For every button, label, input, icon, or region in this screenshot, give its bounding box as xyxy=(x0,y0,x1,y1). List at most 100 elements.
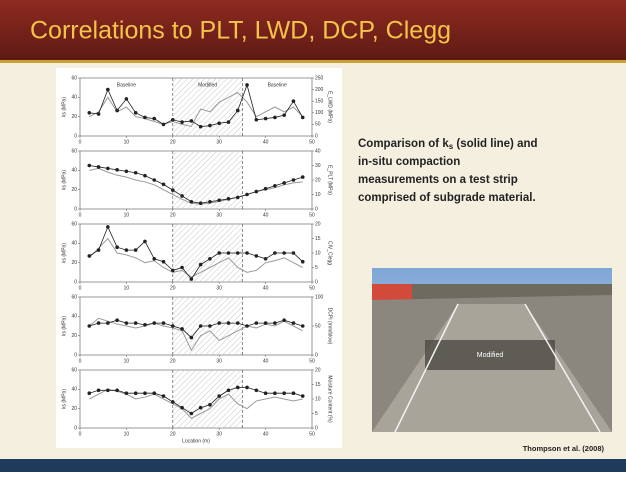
data-point xyxy=(133,248,138,252)
data-point xyxy=(124,97,129,101)
data-point xyxy=(189,335,194,340)
y-tick-label: 40 xyxy=(71,241,77,247)
y-axis-label: ks (MPa) xyxy=(61,170,67,190)
data-point xyxy=(124,169,129,174)
data-point xyxy=(180,194,184,198)
x-tick-label: 20 xyxy=(170,358,176,364)
y-tick-label: 40 xyxy=(71,387,77,393)
x-tick-label: 50 xyxy=(309,212,315,218)
y2-tick-label: 20 xyxy=(315,367,321,373)
data-point xyxy=(198,201,203,205)
y2-axis-label: E_PLT (MPa) xyxy=(327,165,333,195)
footer-bar xyxy=(0,459,626,472)
data-point xyxy=(115,108,119,113)
data-point xyxy=(263,116,268,121)
x-tick-label: 40 xyxy=(263,431,269,437)
y2-tick-label: 250 xyxy=(315,75,324,81)
data-point xyxy=(198,262,203,267)
y-tick-label: 20 xyxy=(71,187,77,193)
x-tick-label: 40 xyxy=(263,358,269,364)
data-point xyxy=(106,321,110,325)
y2-tick-label: 50 xyxy=(315,323,321,329)
data-point xyxy=(300,259,305,264)
data-point xyxy=(245,83,249,87)
x-tick-label: 10 xyxy=(124,139,130,145)
y-tick-label: 0 xyxy=(74,279,77,285)
y2-axis-label: Moisture Content (%) xyxy=(327,375,333,423)
data-point xyxy=(300,394,305,398)
y-axis-label: ks (MPa) xyxy=(61,97,67,117)
data-point xyxy=(189,119,194,123)
data-point xyxy=(273,251,277,255)
x-tick-label: 50 xyxy=(309,139,315,145)
data-point xyxy=(217,321,221,325)
region-label: Baseline xyxy=(117,82,136,88)
y-tick-label: 60 xyxy=(71,294,77,300)
y2-tick-label: 100 xyxy=(315,110,324,116)
data-point xyxy=(106,87,110,92)
y2-tick-label: 10 xyxy=(315,250,321,256)
data-point xyxy=(226,197,231,201)
data-point xyxy=(96,388,101,393)
y2-axis-label: DCPI (mm/blow) xyxy=(327,308,333,345)
data-point xyxy=(208,123,212,128)
data-point xyxy=(152,321,157,325)
x-tick-label: 0 xyxy=(79,431,82,437)
data-point xyxy=(180,265,184,270)
data-point xyxy=(189,277,194,281)
data-point xyxy=(254,254,259,258)
x-tick-label: 20 xyxy=(170,139,176,145)
data-point xyxy=(115,318,119,323)
data-point xyxy=(263,391,268,396)
data-point xyxy=(273,321,277,325)
data-point xyxy=(143,173,147,178)
y-axis-label: ks (MPa) xyxy=(61,389,67,409)
series-line xyxy=(89,91,304,127)
data-point xyxy=(217,394,221,398)
y2-tick-label: 15 xyxy=(315,382,321,388)
data-point xyxy=(282,113,286,117)
data-point xyxy=(254,321,259,325)
y-axis-label: ks (MPa) xyxy=(61,316,67,336)
data-point xyxy=(152,391,157,396)
x-tick-label: 40 xyxy=(263,139,269,145)
data-point xyxy=(291,251,296,255)
x-tick-label: 10 xyxy=(124,212,130,218)
data-point xyxy=(254,388,259,393)
data-point xyxy=(217,121,221,126)
data-point xyxy=(245,251,249,255)
data-point xyxy=(198,324,203,328)
series-line xyxy=(88,237,303,278)
x-tick-label: 30 xyxy=(216,285,222,291)
y2-tick-label: 200 xyxy=(315,87,324,93)
data-point xyxy=(235,108,240,113)
data-point xyxy=(208,257,212,261)
data-point xyxy=(180,327,184,331)
x-tick-label: 0 xyxy=(79,285,82,291)
data-point xyxy=(235,251,240,255)
slide-title: Correlations to PLT, LWD, DCP, Clegg xyxy=(30,17,451,45)
data-point xyxy=(235,321,240,325)
x-tick-label: 50 xyxy=(309,431,315,437)
caption-text: (solid line) and xyxy=(453,138,537,150)
data-point xyxy=(96,248,101,252)
data-point xyxy=(208,199,212,204)
data-point xyxy=(87,163,92,168)
y2-tick-label: 40 xyxy=(315,148,321,154)
data-point xyxy=(300,115,305,120)
y2-tick-label: 0 xyxy=(315,279,318,285)
data-point xyxy=(152,257,157,261)
caption-subscript: s xyxy=(449,142,454,151)
data-point xyxy=(273,391,277,396)
x-tick-label: 0 xyxy=(79,139,82,145)
data-point xyxy=(208,403,212,407)
data-point xyxy=(106,166,110,171)
data-point xyxy=(235,195,240,200)
x-axis-label: Location (m) xyxy=(182,438,210,444)
data-point xyxy=(282,251,286,255)
x-tick-label: 30 xyxy=(216,139,222,145)
data-point xyxy=(180,405,184,410)
data-point xyxy=(245,324,249,328)
data-point xyxy=(124,248,129,252)
y-tick-label: 0 xyxy=(74,133,77,139)
